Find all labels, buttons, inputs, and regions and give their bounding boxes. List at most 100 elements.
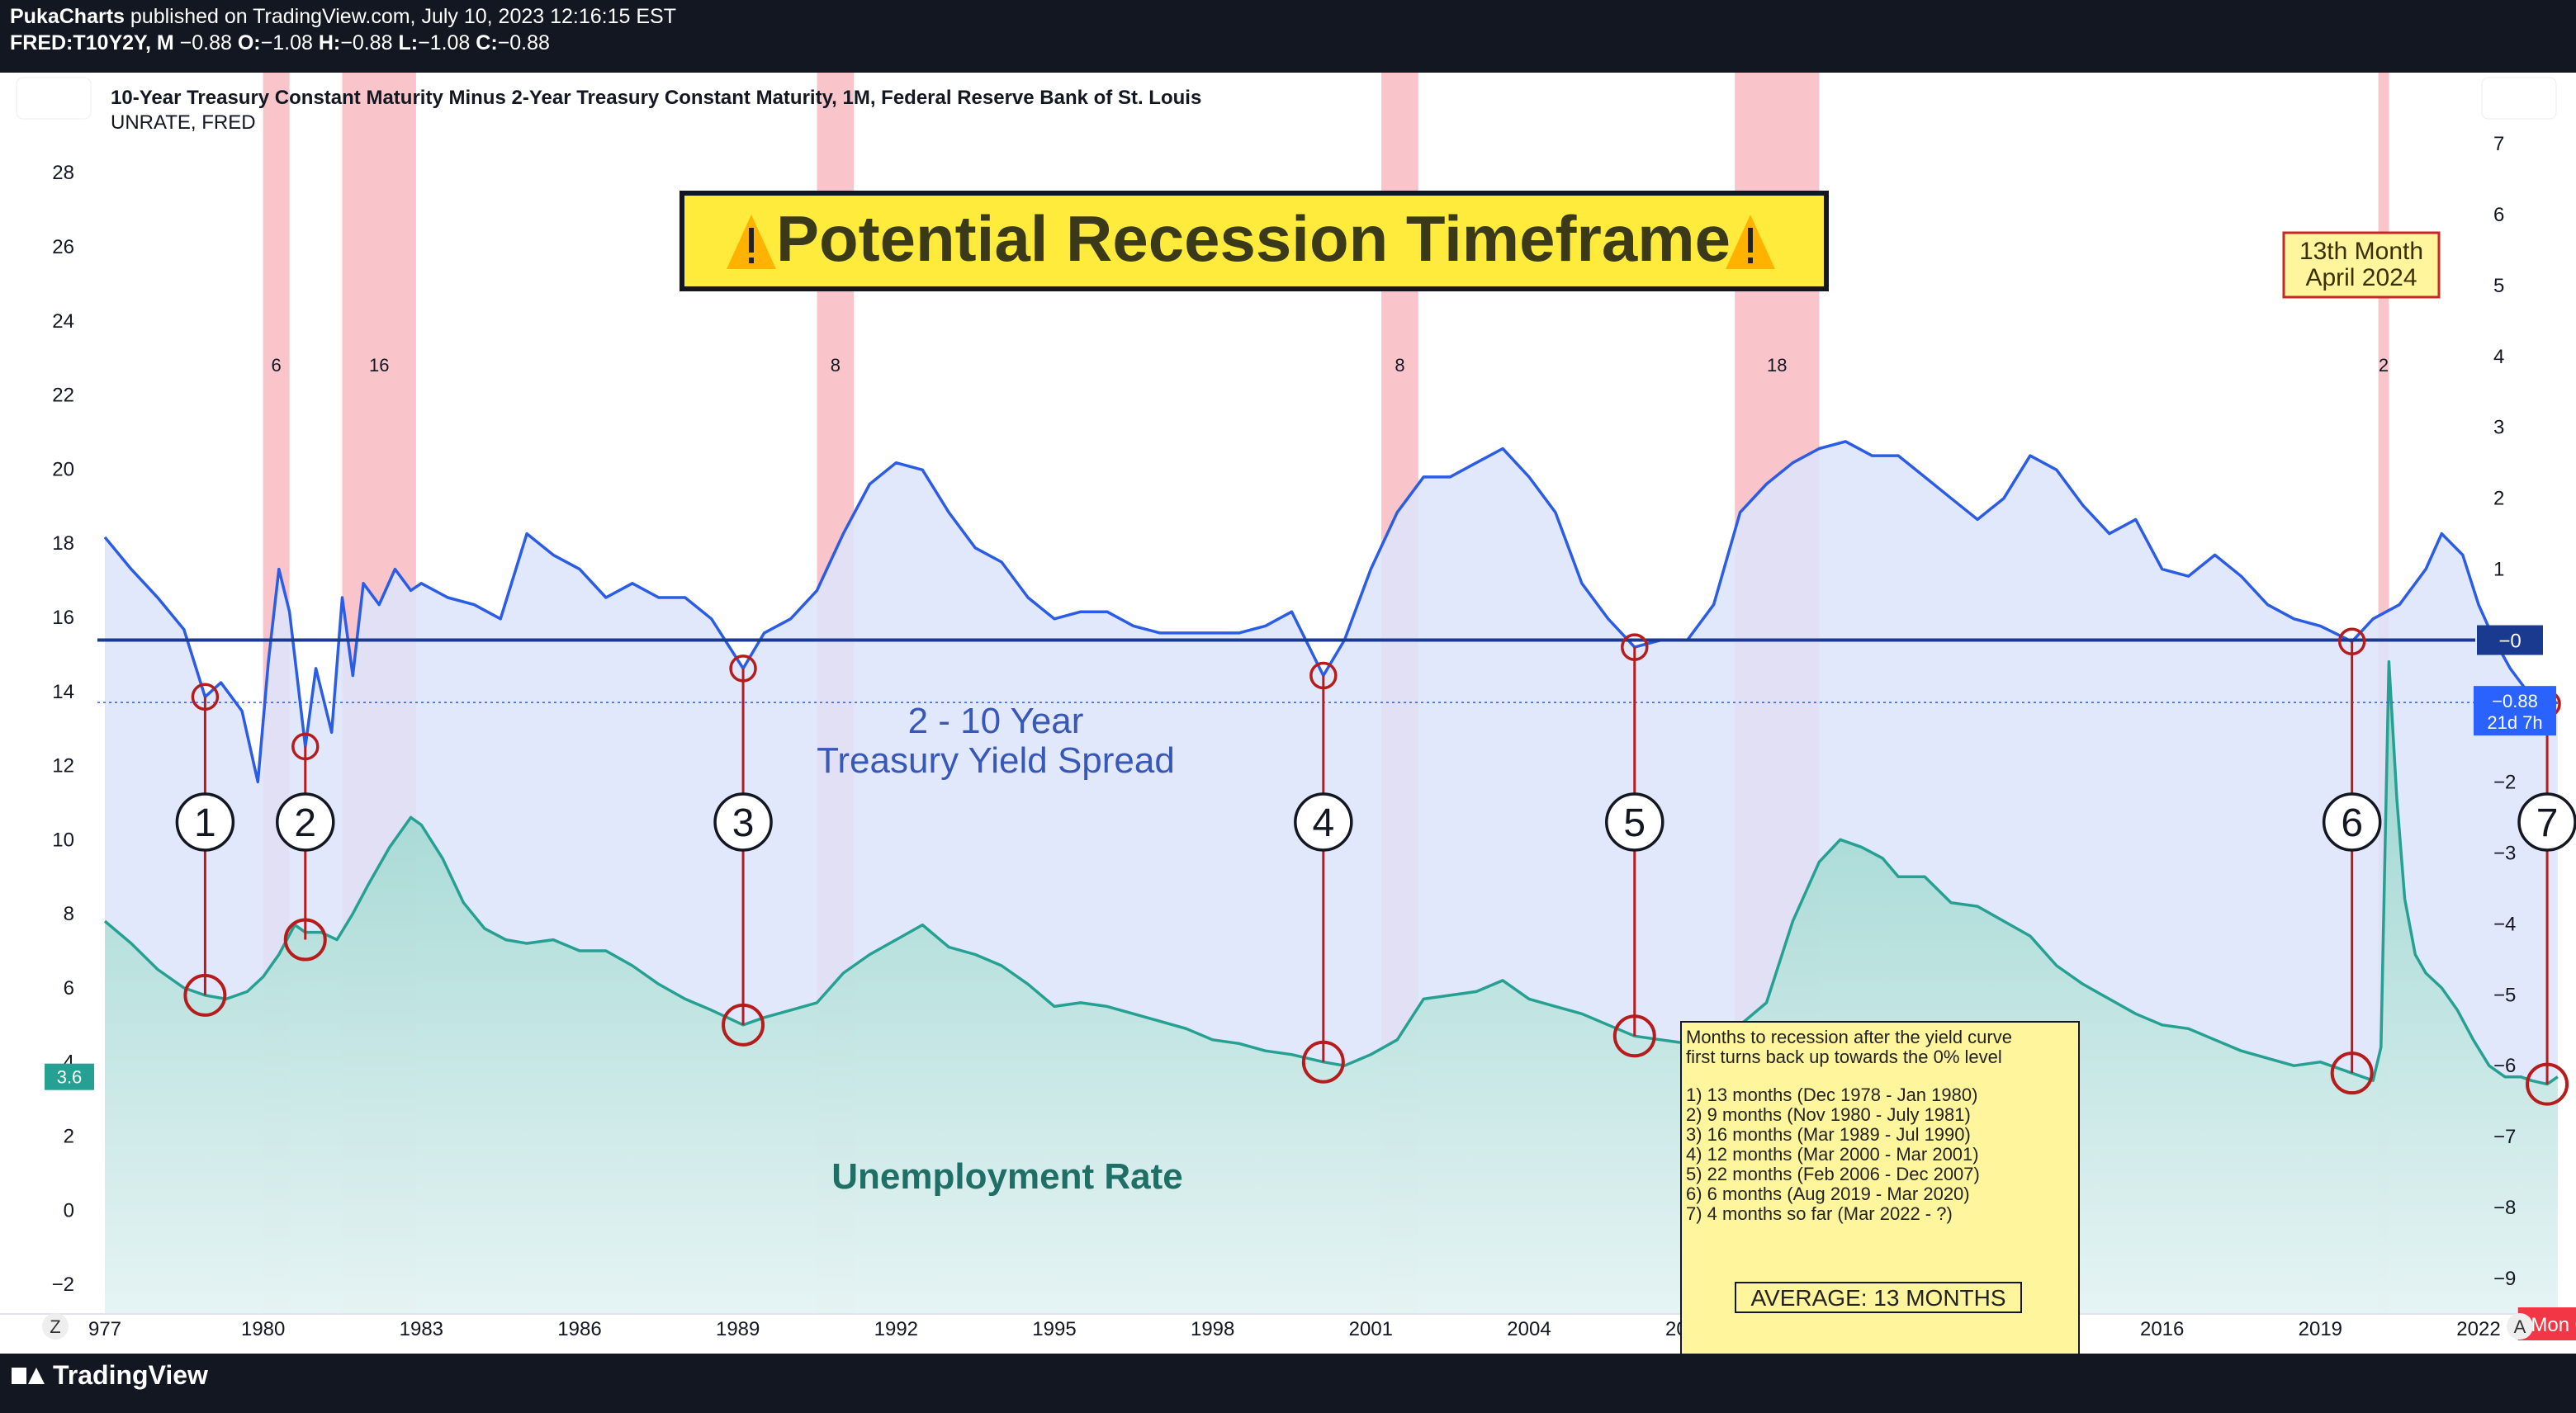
recession-months-label: 18 [1767, 355, 1787, 376]
x-tick-label: 1980 [241, 1318, 285, 1340]
countdown-label: 21d 7h [2487, 712, 2542, 733]
right-tick-label: −4 [2493, 913, 2516, 935]
notes-item: 2) 9 months (Nov 1980 - July 1981) [1686, 1104, 1971, 1125]
right-tick-label: −5 [2493, 984, 2516, 1006]
marker-number: 5 [1623, 801, 1646, 845]
publisher-name[interactable]: PukaCharts [10, 5, 125, 28]
symbol-label[interactable]: FRED:T10Y2Y, M [10, 31, 174, 54]
close-value: −0.88 [497, 31, 550, 54]
notes-item: 7) 4 months so far (Mar 2022 - ?) [1686, 1203, 1953, 1224]
tradingview-brand[interactable]: TradingView [12, 1360, 208, 1391]
notes-heading-2: first turns back up towards the 0% level [1686, 1047, 2002, 1067]
published-text: published on TradingView.com, July 10, 2… [130, 5, 676, 28]
right-tick-label: −8 [2493, 1197, 2516, 1219]
zero-line-group [97, 638, 2475, 703]
last-price-tag-label: −0.88 [2492, 691, 2538, 711]
marker-unrate-circle [2526, 1062, 2569, 1106]
left-tick-label: 18 [52, 532, 74, 555]
warning-icon [727, 215, 776, 269]
marker-number-circle [1294, 792, 1353, 852]
right-tick-label: 3 [2493, 417, 2504, 439]
spread-label-line2: Treasury Yield Spread [817, 740, 1175, 781]
target-month-line1: 13th Month [2299, 238, 2423, 265]
left-axis-button[interactable] [42, 1313, 69, 1340]
right-tick-label: −6 [2493, 1055, 2516, 1077]
left-tick-label: 8 [64, 903, 74, 925]
recession-months-label: 2 [2379, 355, 2389, 376]
tradingview-logo-icon [12, 1364, 45, 1387]
left-tick-label: 26 [52, 236, 74, 258]
notes-item: 5) 22 months (Feb 2006 - Dec 2007) [1686, 1164, 1980, 1184]
marker-unrate-circle [183, 973, 227, 1017]
banner-text: Potential Recession Timeframe [776, 202, 1731, 275]
open-value: −1.08 [260, 31, 313, 54]
left-tick-label: 0 [64, 1199, 74, 1222]
marker-unrate-circle [722, 1003, 765, 1047]
last-price-tag [2474, 686, 2556, 736]
spread-line [103, 440, 2559, 784]
marker-spread-circle [191, 683, 220, 711]
recession-months-label: 16 [369, 355, 389, 376]
settings-toggle[interactable] [2481, 77, 2557, 120]
marker-number-circle [1605, 792, 1664, 852]
left-axis-button-label: Z [50, 1316, 60, 1337]
cursor-date-label: Mon 01 Apr '24 [2531, 1314, 2576, 1336]
ohlc-line: FRED:T10Y2Y, M −0.88 O:−1.08 H:−0.88 L:−… [10, 30, 676, 56]
right-tick-label: −2 [2493, 771, 2516, 793]
chart-header: PukaCharts published on TradingView.com,… [10, 3, 676, 56]
marker-number: 6 [2341, 801, 2363, 845]
recession-months-label: 8 [1395, 355, 1404, 376]
marker-spread-circle [291, 732, 320, 761]
x-tick-label: 2001 [1349, 1318, 1393, 1340]
marker-spread-circle [2337, 627, 2366, 656]
marker-unrate-circle [283, 918, 327, 962]
x-tick-label: 1998 [1191, 1318, 1234, 1340]
marker-spread-circle [1309, 661, 1338, 690]
low-label: L: [398, 31, 419, 54]
left-tick-label: 14 [52, 681, 74, 703]
legend-toggle[interactable] [16, 77, 92, 120]
low-value: −1.08 [418, 31, 471, 54]
average-box [1735, 1282, 2022, 1313]
recession-banner [680, 191, 1829, 291]
target-month-line2: April 2024 [2305, 264, 2417, 291]
x-tick-label: 977 [88, 1318, 121, 1340]
right-tick-label: 6 [2493, 204, 2504, 226]
marker-number: 3 [732, 801, 755, 845]
marker-number-circle [2517, 792, 2576, 852]
right-tick-label: −9 [2493, 1268, 2516, 1290]
marker-number-circle [2322, 792, 2382, 852]
auto-scale-button[interactable] [2507, 1313, 2533, 1340]
recession-months-label: 6 [272, 355, 282, 376]
marker-spread-circle [729, 655, 757, 683]
unrate-price-tag [45, 1063, 94, 1090]
marker-number: 7 [2536, 801, 2559, 845]
left-tick-label: 10 [52, 829, 74, 851]
footer-bar [0, 1354, 2576, 1413]
x-tick-label: 2016 [2140, 1318, 2184, 1340]
zero-price-tag-label: −0 [2498, 631, 2521, 653]
left-tick-label: 24 [52, 310, 74, 333]
main-series-title: 10-Year Treasury Constant Maturity Minus… [111, 87, 1201, 109]
marker-spread-circle [1621, 633, 1649, 661]
marker-number: 4 [1312, 801, 1334, 845]
notes-list: 1) 13 months (Dec 1978 - Jan 1980)2) 9 m… [1686, 1085, 1980, 1224]
marker-number-circle [713, 792, 773, 852]
warning-icon [1726, 215, 1775, 269]
average-text: AVERAGE: 13 MONTHS [1750, 1285, 2005, 1311]
marker-unrate-circle [1301, 1040, 1345, 1084]
overlay-series-title: UNRATE, FRED [111, 111, 256, 134]
unemployment-label: Unemployment Rate [831, 1156, 1182, 1197]
x-tick-label: 1995 [1032, 1318, 1076, 1340]
target-month-box [2282, 231, 2441, 299]
left-tick-label: 12 [52, 755, 74, 777]
publish-line: PukaCharts published on TradingView.com,… [10, 3, 676, 30]
left-tick-label: −2 [52, 1274, 74, 1296]
right-tick-label: 2 [2493, 488, 2504, 510]
right-tick-label: −3 [2493, 842, 2516, 864]
high-label: H: [318, 31, 341, 54]
x-tick-label: 2019 [2299, 1318, 2342, 1340]
marker-number-circle [175, 792, 235, 852]
left-tick-label: 16 [52, 607, 74, 629]
